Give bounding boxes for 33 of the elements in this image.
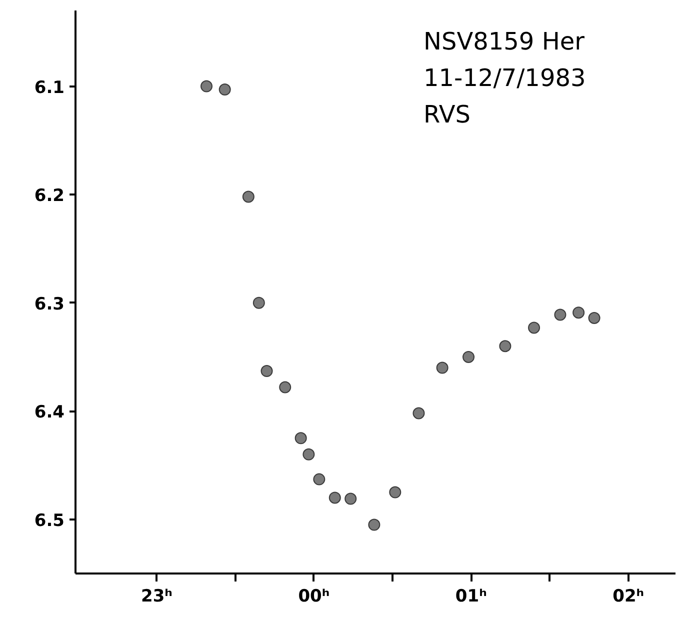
point [368, 518, 380, 531]
x-tick-label: 01ʰ [455, 586, 487, 606]
x-tick-label: 02ʰ [612, 586, 644, 606]
point [200, 80, 213, 92]
annotation: RVS [424, 100, 471, 129]
point [412, 407, 425, 420]
point [260, 365, 273, 378]
x-tick-label: 23ʰ [141, 586, 172, 606]
y-tick-label: 6.2 [34, 186, 65, 206]
point [554, 308, 566, 321]
annotation: NSV8159 Her [424, 27, 585, 56]
point [528, 322, 540, 334]
y-tick-label: 6.5 [34, 510, 65, 531]
point [499, 340, 512, 352]
point [389, 486, 402, 498]
point [294, 432, 307, 444]
point [242, 190, 254, 203]
point [218, 84, 231, 96]
point [279, 381, 292, 394]
point [462, 350, 475, 363]
point [328, 492, 341, 504]
y-tick-label: 6.1 [34, 78, 65, 98]
y-tick-label: 6.4 [34, 402, 65, 423]
y-tick-label: 6.3 [34, 294, 65, 314]
point [572, 306, 585, 319]
point [436, 362, 448, 374]
point [344, 492, 357, 505]
point [588, 312, 600, 324]
point [313, 473, 326, 486]
point [252, 296, 265, 309]
annotation: 11-12/7/1983 [424, 64, 586, 92]
x-tick-label: 00ʰ [298, 586, 330, 606]
point [302, 448, 315, 460]
